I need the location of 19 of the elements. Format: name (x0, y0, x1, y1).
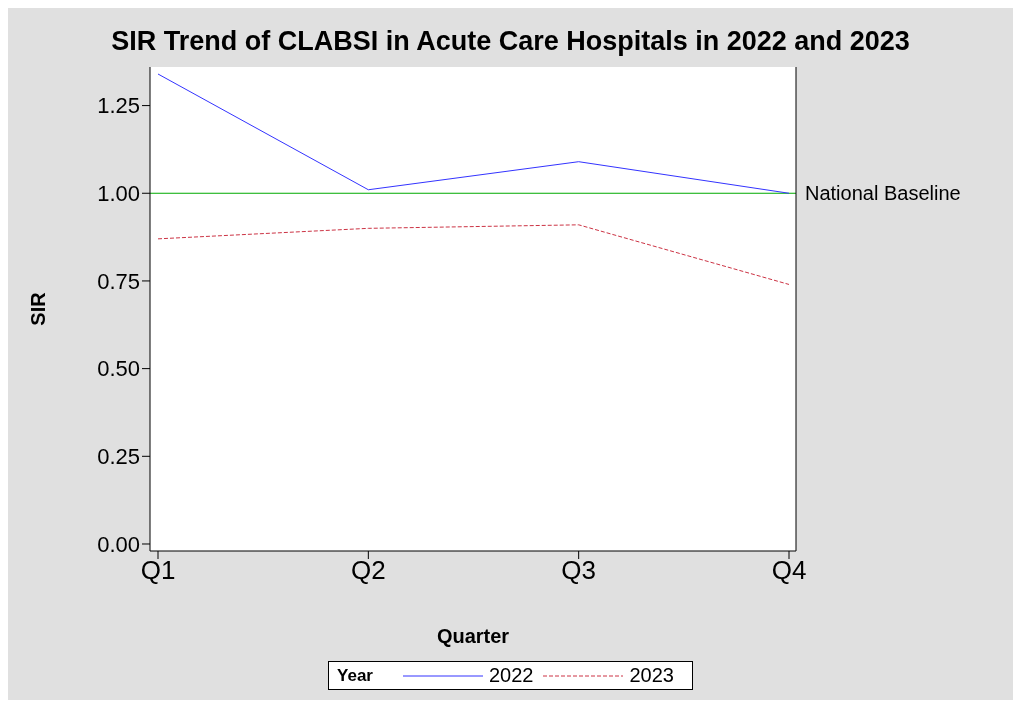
y-tick-label: 0.25 (97, 444, 140, 470)
legend-label: 2022 (487, 664, 534, 687)
y-tick-label: 0.50 (97, 356, 140, 382)
line-series (157, 224, 790, 285)
x-tick-label: Q4 (771, 555, 807, 586)
x-tick-label: Q3 (561, 555, 597, 586)
x-axis-title: Quarter (436, 625, 510, 648)
legend-title: Year (337, 665, 373, 686)
y-tick-label: 0.00 (97, 531, 140, 557)
ref-line-label: National Baseline (805, 182, 961, 205)
y-tick-label: 0.75 (97, 268, 140, 294)
line-series (157, 73, 790, 194)
chart-title: SIR Trend of CLABSI in Acute Care Hospitals in 2022 and 2023 (110, 26, 911, 57)
x-tick-label: Q1 (140, 555, 176, 586)
y-tick-label: 1.25 (97, 93, 140, 119)
y-tick-label: 1.00 (97, 181, 140, 207)
y-axis-title: SIR (27, 291, 50, 326)
x-tick-label: Q2 (350, 555, 386, 586)
legend-label: 2023 (628, 664, 674, 687)
